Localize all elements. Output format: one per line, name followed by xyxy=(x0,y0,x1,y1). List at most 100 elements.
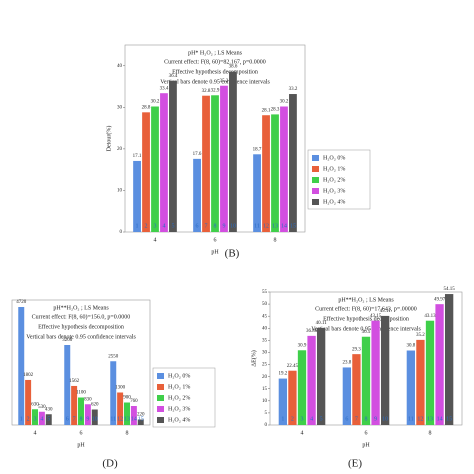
bar xyxy=(202,95,210,232)
value-label: 33.2 xyxy=(289,87,298,92)
y-tick-label: 50 xyxy=(262,302,268,307)
legend-swatch xyxy=(312,166,319,172)
bar xyxy=(361,336,371,425)
bar-number: 15 xyxy=(446,416,452,422)
value-label: 23.8 xyxy=(342,361,351,366)
legend-swatch xyxy=(312,155,319,161)
value-label: 32.9 xyxy=(211,88,220,93)
value-label: 17.1 xyxy=(133,154,142,159)
bar-number: 4 xyxy=(40,416,43,422)
bar-number: 6 xyxy=(196,223,199,229)
bar xyxy=(229,71,237,233)
value-label: 33.4 xyxy=(160,86,169,91)
bar-number: 13 xyxy=(124,416,130,422)
chart-note: Vertical bars denote 0.95 confidence int… xyxy=(26,333,136,340)
bar-number: 7 xyxy=(73,416,76,422)
value-label: 4720 xyxy=(16,300,27,305)
bar xyxy=(151,106,159,232)
bar xyxy=(289,94,297,232)
bar xyxy=(220,85,228,232)
bar xyxy=(133,160,141,232)
value-label: 430 xyxy=(45,407,53,412)
bar-number: 12 xyxy=(417,416,423,422)
y-tick-label: 40 xyxy=(117,64,123,69)
chart-note: Effective hypothesis decomposition xyxy=(323,315,409,322)
legend-swatch xyxy=(157,406,164,412)
chart-title: pH**H₂O₂ ; LS Means xyxy=(338,297,394,303)
value-label: 530 xyxy=(38,405,46,410)
bar-number: 1 xyxy=(281,416,284,422)
value-label: 29.3 xyxy=(352,347,361,352)
bar-number: 14 xyxy=(281,223,287,229)
value-label: 18.7 xyxy=(253,147,262,152)
value-label: 28.8 xyxy=(142,105,151,110)
chart-note: Effective hypothesis decomposition xyxy=(172,68,258,75)
bar xyxy=(78,397,84,425)
legend-swatch xyxy=(312,199,319,205)
bar-number: 10 xyxy=(92,416,98,422)
bar-number: 3 xyxy=(154,223,157,229)
bar-number: 7 xyxy=(205,223,208,229)
y-axis-label: ΔE(%) xyxy=(250,350,257,367)
value-label: 36.86 xyxy=(306,329,318,334)
value-label: 220 xyxy=(137,413,145,418)
bar-number: 9 xyxy=(374,416,377,422)
bar xyxy=(406,350,416,425)
bar-number: 14 xyxy=(437,416,443,422)
legend-label: H₂O₂ 3% xyxy=(323,188,345,194)
legend-label: H₂O₂ 2% xyxy=(323,177,345,183)
value-label: 43.13 xyxy=(424,314,436,319)
bar-number: 1 xyxy=(20,416,23,422)
bar xyxy=(307,335,316,425)
value-label: 28.3 xyxy=(271,108,280,113)
chart-note: Vertical bars denote 0.95 confidence int… xyxy=(160,78,270,85)
value-label: 630 xyxy=(31,402,39,407)
bar-number: 2 xyxy=(145,223,148,229)
bar xyxy=(64,345,71,425)
bar xyxy=(117,392,124,425)
y-tick-label: 5 xyxy=(265,411,268,416)
legend-swatch xyxy=(312,177,319,183)
y-tick-label: 15 xyxy=(262,387,268,392)
bar xyxy=(71,385,78,425)
legend-swatch xyxy=(157,373,164,379)
x-tick-label: 4 xyxy=(34,430,37,436)
y-tick-label: 0 xyxy=(265,423,268,428)
bar xyxy=(444,294,454,425)
bar-number: 3 xyxy=(301,416,304,422)
value-label: 1100 xyxy=(76,391,86,396)
bar-number: 6 xyxy=(66,416,69,422)
bar-number: 7 xyxy=(355,416,358,422)
bar xyxy=(278,378,288,425)
bar-number: 9 xyxy=(86,416,89,422)
bar-number: 5 xyxy=(320,416,323,422)
y-tick-label: 40 xyxy=(262,326,268,331)
chart-title: pH* H₂O₂ ; LS Means xyxy=(188,50,243,56)
value-label: 1562 xyxy=(69,379,80,384)
bar xyxy=(211,95,219,232)
y-tick-label: 25 xyxy=(262,363,268,368)
value-label: 620 xyxy=(91,403,99,408)
legend-label: H₂O₂ 1% xyxy=(168,384,190,390)
legend-label: H₂O₂ 0% xyxy=(323,155,345,161)
x-tick-label: 8 xyxy=(274,237,277,243)
bar-number: 9 xyxy=(222,223,225,229)
legend-label: H₂O₂ 4% xyxy=(323,199,345,205)
bar xyxy=(371,320,380,425)
chart-note: Vertical bars denote 0.95 confidence int… xyxy=(311,325,421,332)
value-label: 30.8 xyxy=(406,344,415,349)
chart-note: Effective hypothesis decomposition xyxy=(38,323,124,330)
bar-number: 11 xyxy=(110,416,116,422)
value-label: 19.2 xyxy=(278,372,287,377)
bar xyxy=(380,315,390,425)
bar xyxy=(193,158,201,232)
x-axis-label: pH xyxy=(211,249,219,255)
value-label: 35.2 xyxy=(220,79,229,84)
bar-number: 1 xyxy=(136,223,139,229)
x-tick-label: 6 xyxy=(80,430,83,436)
value-label: 40.11 xyxy=(316,321,328,326)
bar-number: 4 xyxy=(162,223,165,229)
legend-swatch xyxy=(157,417,164,423)
bar xyxy=(130,406,137,425)
y-tick-label: 30 xyxy=(262,351,268,356)
